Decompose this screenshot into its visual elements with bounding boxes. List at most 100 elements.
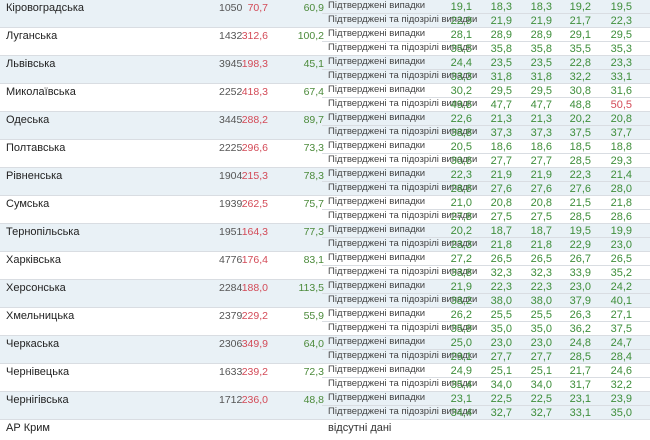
suspected-label: Підтверджені та підозрілі випадки (328, 14, 478, 25)
suspected-value: 28,0 (610, 183, 632, 195)
suspected-value: 21,7 (569, 15, 591, 27)
rate-value: 72,3 (303, 366, 324, 378)
incidence-value: 418,3 (241, 86, 268, 98)
suspected-label: Підтверджені та підозрілі випадки (328, 210, 478, 221)
suspected-value: 35,9 (450, 323, 472, 335)
rate-value: 73,3 (303, 142, 324, 154)
confirmed-value: 18,6 (530, 141, 552, 153)
row-shade-left (0, 336, 322, 363)
confirmed-label: Підтверджені випадки (328, 28, 426, 39)
population-value: 2284 (219, 282, 243, 294)
region-name: Кіровоградська (6, 2, 84, 14)
population-value: 1712 (219, 394, 243, 406)
suspected-value: 27,6 (569, 183, 591, 195)
confirmed-value: 22,3 (569, 169, 591, 181)
confirmed-value: 24,6 (610, 365, 632, 377)
rate-value: 78,3 (303, 170, 324, 182)
suspected-value: 28,6 (450, 183, 472, 195)
confirmed-value: 23,0 (569, 281, 591, 293)
suspected-label: Підтверджені та підозрілі випадки (328, 154, 478, 165)
suspected-value: 27,8 (450, 211, 472, 223)
suspected-value: 28,5 (569, 351, 591, 363)
row-shade-left (0, 224, 322, 251)
population-value: 4776 (219, 254, 243, 266)
suspected-value: 27,7 (490, 155, 512, 167)
region-name: Хмельницька (6, 310, 75, 322)
incidence-value: 229,2 (241, 310, 268, 322)
incidence-value: 296,6 (241, 142, 268, 154)
confirmed-value: 22,3 (490, 281, 512, 293)
confirmed-value: 22,6 (450, 113, 472, 125)
suspected-value: 37,3 (530, 127, 552, 139)
confirmed-value: 23,3 (610, 57, 632, 69)
confirmed-value: 26,3 (569, 309, 591, 321)
confirmed-value: 23,9 (610, 393, 632, 405)
population-value: 3945 (219, 58, 243, 70)
incidence-value: 312,6 (241, 30, 268, 42)
confirmed-value: 23,5 (490, 57, 512, 69)
suspected-value: 31,8 (490, 71, 512, 83)
region-name: Черкаська (6, 338, 60, 350)
confirmed-value: 18,7 (490, 225, 512, 237)
region-name: Полтавська (6, 142, 66, 154)
suspected-value: 37,5 (610, 323, 632, 335)
suspected-value: 35,2 (610, 267, 632, 279)
confirmed-value: 24,7 (610, 337, 632, 349)
rate-value: 113,5 (298, 282, 325, 294)
confirmed-value: 18,3 (530, 1, 552, 13)
region-name: Херсонська (6, 282, 66, 294)
population-value: 2379 (219, 310, 243, 322)
suspected-value: 27,7 (490, 351, 512, 363)
suspected-value: 28,6 (610, 211, 632, 223)
confirmed-value: 18,7 (530, 225, 552, 237)
suspected-value: 29,3 (610, 155, 632, 167)
rate-value: 89,7 (303, 114, 324, 126)
suspected-value: 35,5 (569, 43, 591, 55)
suspected-value: 35,8 (490, 43, 512, 55)
incidence-value: 198,3 (241, 58, 268, 70)
population-value: 1633 (219, 366, 243, 378)
region-name: Львівська (6, 58, 56, 70)
confirmed-value: 21,7 (569, 365, 591, 377)
suspected-value: 38,0 (530, 295, 552, 307)
suspected-value: 40,1 (610, 295, 632, 307)
confirmed-value: 18,6 (490, 141, 512, 153)
suspected-label: Підтверджені та підозрілі випадки (328, 294, 478, 305)
suspected-label: Підтверджені та підозрілі випадки (328, 378, 478, 389)
confirmed-value: 22,3 (530, 281, 552, 293)
confirmed-value: 30,2 (450, 85, 472, 97)
suspected-value: 37,9 (569, 295, 591, 307)
confirmed-value: 25,5 (490, 309, 512, 321)
suspected-value: 23,0 (610, 239, 632, 251)
confirmed-value: 24,9 (450, 365, 472, 377)
suspected-value: 34,4 (450, 407, 472, 419)
confirmed-label: Підтверджені випадки (328, 336, 426, 347)
suspected-value: 29,1 (450, 351, 472, 363)
confirmed-value: 27,2 (450, 253, 472, 265)
suspected-value: 33,8 (450, 267, 472, 279)
confirmed-value: 18,8 (610, 141, 632, 153)
region-name: АР Крим (6, 422, 50, 434)
confirmed-value: 21,9 (450, 281, 472, 293)
confirmed-value: 21,3 (530, 113, 552, 125)
row-shade-left (0, 168, 322, 195)
suspected-value: 27,5 (530, 211, 552, 223)
population-value: 2252 (219, 86, 243, 98)
confirmed-value: 29,5 (530, 85, 552, 97)
sub-row-divider (322, 97, 650, 98)
confirmed-value: 21,9 (530, 169, 552, 181)
missing-data-note: відсутні дані (328, 422, 392, 434)
confirmed-value: 26,5 (610, 253, 632, 265)
suspected-value: 21,8 (530, 239, 552, 251)
confirmed-label: Підтверджені випадки (328, 168, 426, 179)
confirmed-value: 20,2 (450, 225, 472, 237)
suspected-value: 31,8 (530, 71, 552, 83)
incidence-value: 262,5 (241, 198, 268, 210)
suspected-label: Підтверджені та підозрілі випадки (328, 126, 478, 137)
sub-row-divider (322, 377, 650, 378)
suspected-value: 35,0 (610, 407, 632, 419)
rate-value: 100,2 (297, 30, 324, 42)
confirmed-value: 29,5 (610, 29, 632, 41)
confirmed-value: 23,0 (490, 337, 512, 349)
suspected-value: 49,6 (450, 99, 472, 111)
